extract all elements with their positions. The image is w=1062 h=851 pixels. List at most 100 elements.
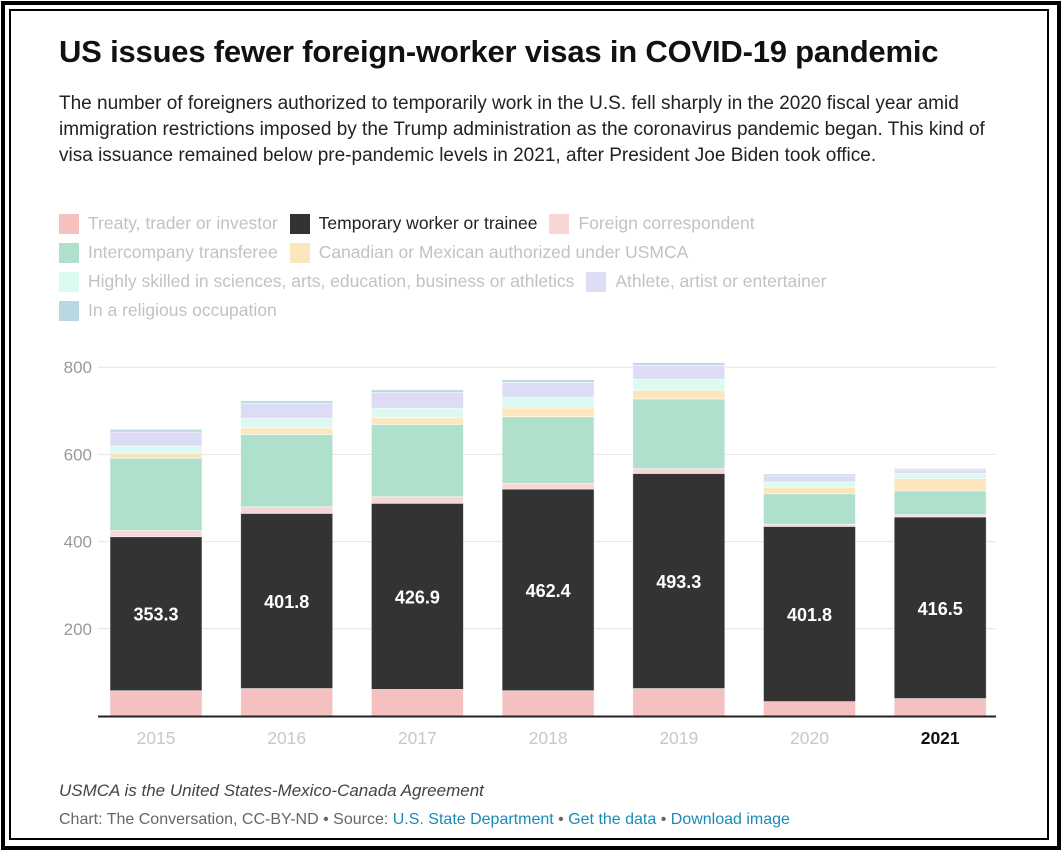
inner-frame xyxy=(9,9,1049,840)
bar-2020-series-0 xyxy=(763,701,856,717)
source-prefix: Chart: The Conversation, CC-BY-ND • Sour… xyxy=(59,811,393,828)
bar-2020-series-3 xyxy=(763,493,856,525)
bar-2020-series-1 xyxy=(763,526,856,703)
bar-2021-series-3 xyxy=(893,490,987,516)
bar-2017-series-2 xyxy=(370,496,464,504)
legend-swatch-usmca xyxy=(289,242,310,263)
legend-swatch-temporary-worker xyxy=(289,213,310,234)
bar-2021-series-5 xyxy=(893,472,987,479)
legend-label-highly-skilled: Highly skilled in sciences, arts, educat… xyxy=(88,271,575,291)
bar-2021-series-4 xyxy=(893,478,987,492)
source-separator-1: • xyxy=(553,811,569,828)
legend-swatch-foreign-correspondent xyxy=(549,213,570,234)
bar-2017-series-3 xyxy=(370,423,464,498)
legend-label-religious: In a religious occupation xyxy=(88,300,277,320)
data-label-2015: 353.3 xyxy=(133,605,178,625)
legend-label-athlete: Athlete, artist or entertainer xyxy=(615,271,827,291)
x-tick-label-2020: 2020 xyxy=(790,728,829,748)
bar-2017-series-4 xyxy=(370,417,464,425)
x-tick-label-2018: 2018 xyxy=(529,728,568,748)
bar-2021-series-6 xyxy=(893,469,987,474)
bar-2017-series-0 xyxy=(370,689,464,717)
bar-2020-series-4 xyxy=(763,486,856,495)
legend-row-3: Highly skilled in sciences, arts, educat… xyxy=(59,267,1019,296)
bar-2020-series-5 xyxy=(763,481,856,488)
data-label-2018: 462.4 xyxy=(526,581,571,601)
bar-2017-series-1 xyxy=(370,502,464,690)
x-tick-label-2016: 2016 xyxy=(267,728,306,748)
source-line: Chart: The Conversation, CC-BY-ND • Sour… xyxy=(59,811,790,829)
download-image-link[interactable]: Download image xyxy=(670,811,790,828)
bar-2015-series-0 xyxy=(109,690,203,717)
legend-item-religious[interactable]: In a religious occupation xyxy=(59,300,277,321)
legend-item-highly-skilled[interactable]: Highly skilled in sciences, arts, educat… xyxy=(59,271,574,292)
bar-2018-series-1 xyxy=(501,488,595,692)
legend-label-foreign-correspondent: Foreign correspondent xyxy=(578,213,755,233)
bar-2021-series-1 xyxy=(893,516,987,699)
data-label-2021: 416.5 xyxy=(918,599,963,619)
bar-2018-series-4 xyxy=(501,407,595,418)
legend-label-intercompany: Intercompany transferee xyxy=(88,242,278,262)
legend-item-temporary-worker[interactable]: Temporary worker or trainee xyxy=(289,213,538,234)
bar-2018-series-6 xyxy=(501,381,595,398)
bar-2018-series-2 xyxy=(501,483,595,490)
bar-2015-series-1 xyxy=(109,536,203,692)
bar-2016-series-3 xyxy=(240,434,334,508)
data-label-2016: 401.8 xyxy=(264,592,309,612)
bar-2016-series-6 xyxy=(240,403,334,419)
footnote: USMCA is the United States-Mexico-Canada… xyxy=(59,781,484,800)
legend-row-1: Treaty, trader or investor Temporary wor… xyxy=(59,209,1019,238)
bar-2018-series-5 xyxy=(501,396,595,409)
bar-2021-series-0 xyxy=(893,698,987,717)
bar-2016-series-1 xyxy=(240,512,334,689)
bar-2016-series-2 xyxy=(240,506,334,514)
x-tick-label-2017: 2017 xyxy=(398,728,437,748)
chart-subtitle: The number of foreigners authorized to t… xyxy=(59,93,985,166)
bar-2019-series-3 xyxy=(632,398,726,470)
y-tick-label-600: 600 xyxy=(64,445,92,464)
bar-2019-series-1 xyxy=(632,473,726,689)
bar-2016-series-7 xyxy=(240,400,334,404)
bar-2019-series-5 xyxy=(632,378,726,391)
y-tick-label-800: 800 xyxy=(64,358,92,377)
bar-2019-series-2 xyxy=(632,468,726,474)
bar-2016-series-4 xyxy=(240,427,334,435)
bar-2017-series-6 xyxy=(370,392,464,409)
bar-2019-series-4 xyxy=(632,389,726,400)
legend-item-usmca[interactable]: Canadian or Mexican authorized under USM… xyxy=(289,242,689,263)
bar-2016-series-0 xyxy=(240,688,334,717)
legend-label-treaty: Treaty, trader or investor xyxy=(88,213,278,233)
legend-swatch-religious xyxy=(59,300,79,321)
legend-item-intercompany[interactable]: Intercompany transferee xyxy=(59,242,278,263)
bar-2018-series-0 xyxy=(501,690,595,717)
data-label-2019: 493.3 xyxy=(656,572,701,592)
x-tick-label-2015: 2015 xyxy=(137,728,176,748)
bar-2017-series-5 xyxy=(370,407,464,419)
y-tick-label-400: 400 xyxy=(64,533,92,552)
legend-item-athlete[interactable]: Athlete, artist or entertainer xyxy=(586,271,826,292)
bar-2021-series-7 xyxy=(893,468,987,471)
data-label-2017: 426.9 xyxy=(395,587,440,607)
bar-2016-series-5 xyxy=(240,417,334,429)
legend: Treaty, trader or investor Temporary wor… xyxy=(59,209,1019,325)
bar-2015-series-4 xyxy=(109,452,203,459)
legend-label-temporary-worker: Temporary worker or trainee xyxy=(318,213,538,233)
legend-swatch-treaty xyxy=(59,213,79,234)
bar-2015-series-2 xyxy=(109,530,203,538)
legend-item-foreign-correspondent[interactable]: Foreign correspondent xyxy=(549,213,755,234)
bar-2020-series-7 xyxy=(763,473,856,477)
legend-label-usmca: Canadian or Mexican authorized under USM… xyxy=(318,242,689,262)
bar-2017-series-7 xyxy=(370,389,464,393)
get-the-data-link[interactable]: Get the data xyxy=(568,811,657,828)
legend-swatch-highly-skilled xyxy=(59,271,79,292)
y-tick-label-200: 200 xyxy=(64,620,92,639)
source-separator-2: • xyxy=(656,811,671,828)
legend-item-treaty[interactable]: Treaty, trader or investor xyxy=(59,213,278,234)
bar-2018-series-3 xyxy=(501,416,595,484)
source-link-state-department[interactable]: U.S. State Department xyxy=(392,811,554,828)
bar-2019-series-7 xyxy=(632,362,726,366)
data-label-2020: 401.8 xyxy=(787,605,832,625)
bar-2015-series-7 xyxy=(109,429,203,433)
